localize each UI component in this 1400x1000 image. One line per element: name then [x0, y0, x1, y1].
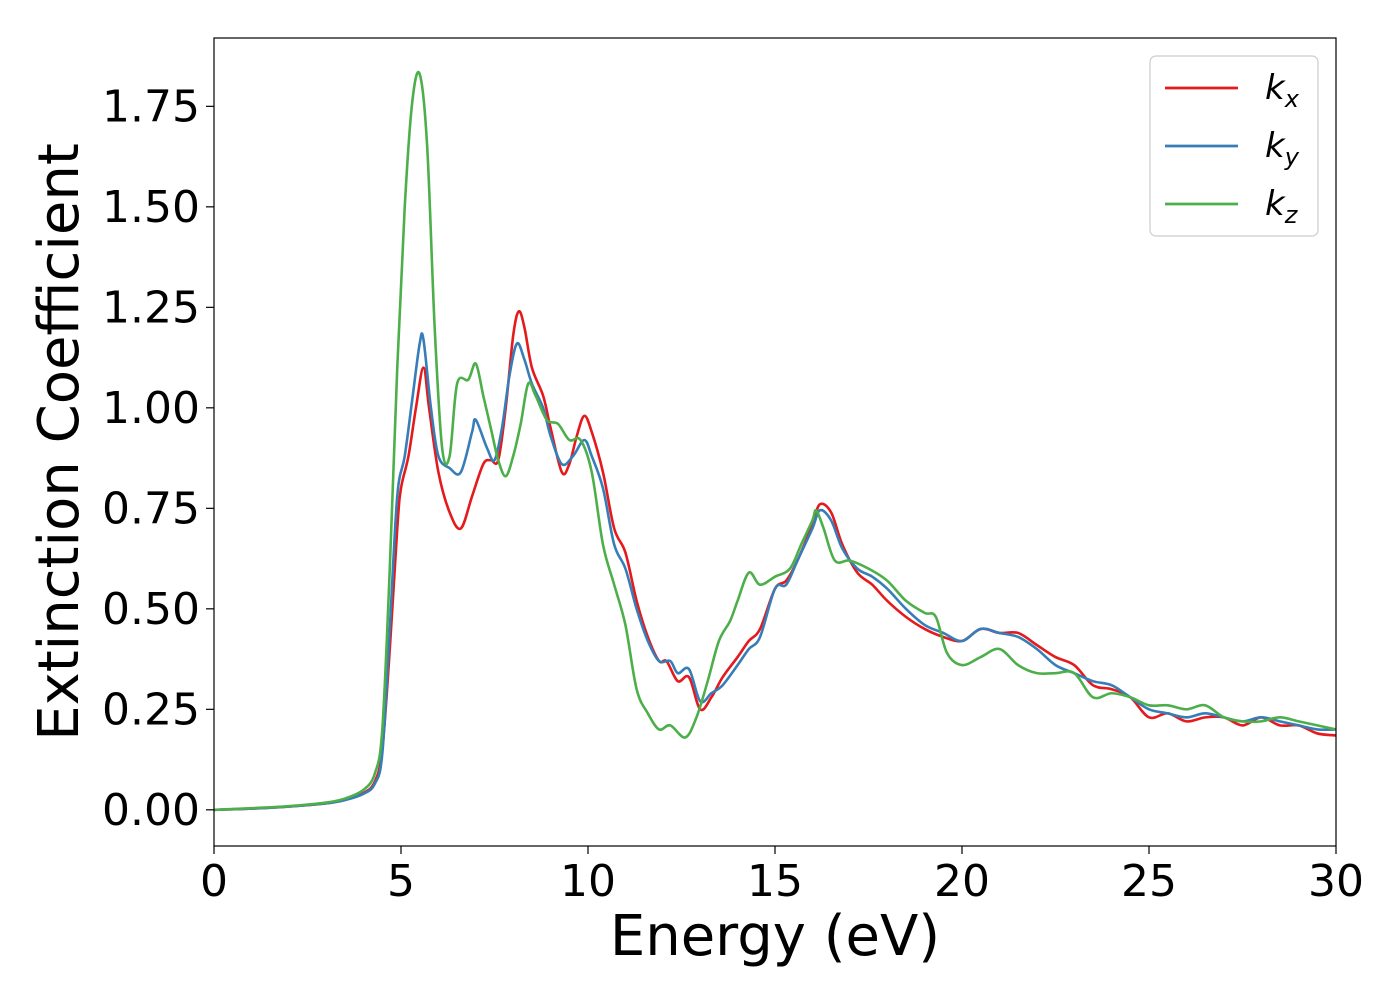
x-tick-label: 20: [934, 856, 990, 907]
x-axis-title: Energy (eV): [610, 904, 940, 969]
y-tick-label: 0.50: [102, 584, 200, 635]
y-tick-label: 1.50: [102, 182, 200, 233]
y-tick-label: 0.00: [102, 785, 200, 836]
legend-label-k-x: kx: [1265, 68, 1300, 113]
x-tick-label: 25: [1121, 856, 1177, 907]
y-axis-title: Extinction Coefficient: [27, 143, 92, 741]
x-tick-label: 0: [200, 856, 228, 907]
x-tick-label: 10: [560, 856, 616, 907]
y-axis: 0.00 0.25 0.50 0.75 1.00 1.25 1.50 1.75: [102, 81, 214, 836]
y-tick-label: 1.25: [102, 282, 200, 333]
x-tick-label: 5: [387, 856, 415, 907]
series-layer: [214, 71, 1336, 812]
series-line-k-z: [214, 71, 1336, 812]
legend-label-k-y: ky: [1265, 126, 1300, 171]
y-tick-label: 0.75: [102, 483, 200, 534]
y-tick-label: 1.75: [102, 81, 200, 132]
y-tick-label: 0.25: [102, 684, 200, 735]
x-tick-label: 30: [1308, 856, 1364, 907]
x-tick-label: 15: [747, 856, 803, 907]
legend-label-k-z: kz: [1265, 184, 1299, 229]
series-line-k-x: [214, 309, 1336, 812]
y-tick-label: 1.00: [102, 383, 200, 434]
legend: kx ky kz: [1149, 55, 1319, 237]
x-axis: 0 5 10 15 20 25 30: [200, 846, 1364, 907]
series-line-k-y: [214, 332, 1336, 812]
